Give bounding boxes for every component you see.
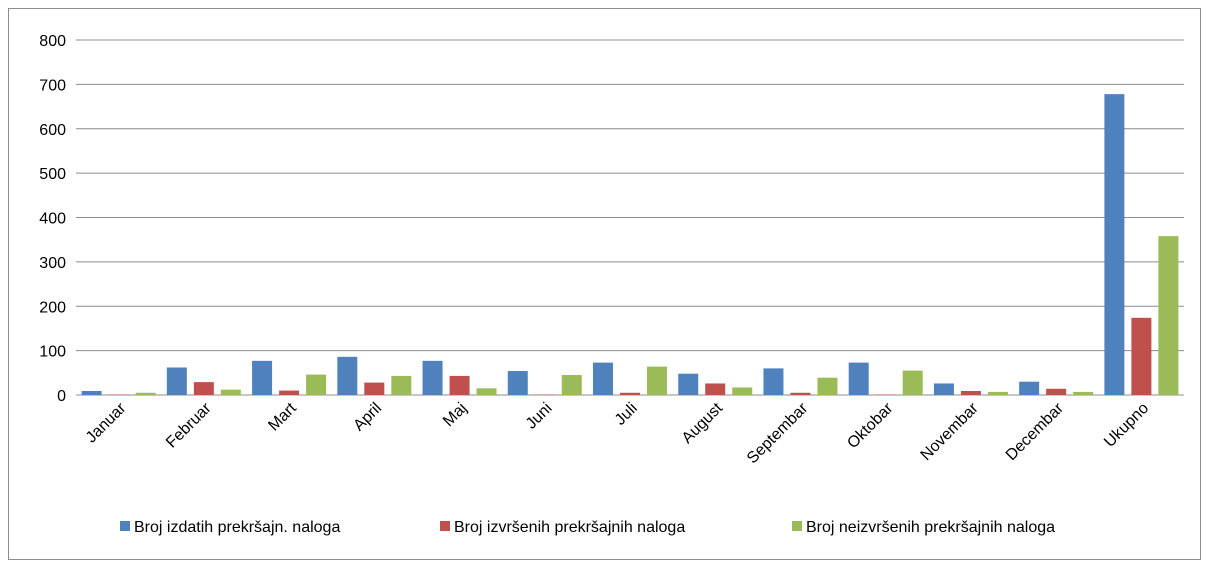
bar-izdatih-decembar [1019,381,1040,395]
y-tick-label: 400 [39,211,66,228]
x-tick-label: Mart [265,399,300,434]
bar-izdatih-august [678,373,699,395]
bar-izvrsenih-novembar [960,391,981,395]
y-tick-label: 0 [57,388,66,405]
chart-frame [8,8,1201,560]
x-tick-label: August [679,399,727,447]
bar-neizvrsenih-mart [306,374,327,395]
y-tick-label: 600 [39,122,66,139]
x-tick-label: Juli [612,400,641,429]
x-tick-label: Maj [440,400,470,430]
x-tick-label: April [350,400,385,435]
bar-izdatih-februar [166,367,187,395]
bar-izdatih-septembar [763,368,784,395]
y-axis-ticks: 0 100 200 300 400 500 600 700 800 [39,33,66,405]
x-tick-label: Februar [163,399,215,451]
bar-neizvrsenih-ukupno [1158,236,1179,395]
y-tick-label: 500 [39,166,66,183]
bar-izdatih-juni [507,371,528,395]
bar-neizvrsenih-maj [476,388,497,395]
x-tick-label: Decembar [1003,399,1068,464]
y-tick-label: 200 [39,299,66,316]
bar-izvrsenih-juli [620,392,640,395]
bar-neizvrsenih-septembar [817,377,838,395]
legend-swatch [120,521,130,531]
gridlines [76,39,1184,396]
bar-izvrsenih-april [364,382,385,395]
bar-neizvrsenih-januar [135,392,156,395]
bar-izdatih-oktobar [848,362,869,395]
x-tick-label: Septembar [744,399,812,467]
bar-izdatih-juli [593,362,613,395]
x-axis-ticks: Januar Februar Mart April Maj Juni Juli August S… [83,399,1152,467]
y-tick-label: 800 [39,33,66,50]
legend: Broj izdatih prekršajn. naloga Broj izvrš… [120,519,1055,536]
bar-izdatih-januar [81,391,102,395]
bar-neizvrsenih-decembar [1073,391,1094,395]
legend-label: Broj neizvršenih prekršajnih naloga [806,519,1055,536]
bar-izvrsenih-maj [449,375,470,395]
bar-neizvrsenih-juni [561,375,582,395]
legend-label: Broj izdatih prekršajn. naloga [134,519,340,536]
y-tick-label: 700 [39,77,66,94]
y-tick-label: 300 [39,255,66,272]
x-tick-label: Novembar [918,399,983,464]
bar-izvrsenih-februar [193,382,214,395]
bar-neizvrsenih-april [391,375,412,395]
bar-izvrsenih-decembar [1046,388,1067,395]
x-tick-label: Juni [523,400,556,433]
y-tick-label: 100 [39,344,66,361]
bars [81,94,1179,395]
bar-izdatih-novembar [933,383,954,395]
legend-swatch [792,521,802,531]
legend-swatch [440,521,450,531]
legend-label: Broj izvršenih prekršajnih naloga [454,519,685,536]
bar-izdatih-mart [252,360,273,395]
bar-izvrsenih-ukupno [1131,317,1152,395]
x-tick-label: Januar [83,399,130,446]
bar-izvrsenih-august [705,383,726,395]
bar-izdatih-maj [422,360,443,395]
bar-neizvrsenih-oktobar [902,370,923,395]
x-tick-label: Ukupno [1101,400,1152,451]
bar-neizvrsenih-novembar [987,391,1008,395]
bar-neizvrsenih-juli [647,366,667,395]
bar-izvrsenih-septembar [790,392,811,395]
x-tick-label: Oktobar [844,399,897,452]
bar-izdatih-ukupno [1104,94,1125,395]
bar-izvrsenih-mart [279,390,300,395]
bar-izdatih-april [337,356,358,395]
bar-neizvrsenih-august [732,387,753,395]
bar-neizvrsenih-februar [220,389,241,395]
